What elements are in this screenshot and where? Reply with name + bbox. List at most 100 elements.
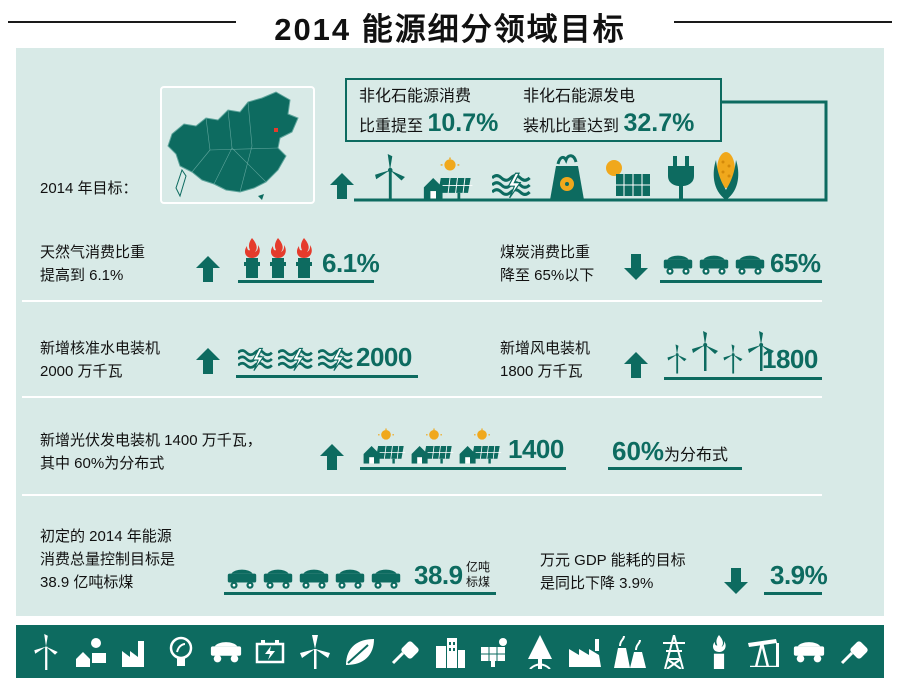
dist-suffix: 为分布式 — [664, 447, 729, 464]
hydro-wave-icon — [238, 346, 274, 372]
house-solar-icon — [73, 634, 109, 670]
coal-cart-icon — [262, 568, 294, 590]
box-left-prefix: 比重提至 — [359, 118, 424, 135]
solar-value: 1400 — [508, 434, 564, 464]
gas-text-2: 提高到 6.1% — [40, 267, 124, 284]
plug-icon — [668, 156, 694, 200]
gas-flame-icons — [242, 238, 314, 278]
hydro-up-arrow-icon — [196, 348, 220, 374]
coal-text-2: 降至 65%以下 — [500, 267, 595, 284]
dist-underline — [608, 467, 742, 470]
wind-underline — [664, 377, 822, 380]
solar-underline — [360, 467, 566, 470]
house-solar-icon — [410, 426, 458, 466]
total-value: 38.9 — [414, 560, 463, 590]
house-solar-icon — [458, 426, 506, 466]
gdp-underline — [764, 592, 822, 595]
bulb-icon — [163, 634, 199, 670]
dist-label: 60%为分布式 — [612, 436, 728, 467]
wind-turbine-icon — [722, 344, 744, 374]
total-text-1: 初定的 2014 年能源 — [40, 528, 172, 545]
gas-flame-icon — [242, 238, 262, 278]
leaf-icon — [342, 634, 378, 670]
coal-cart-icon — [370, 568, 402, 590]
pylon-icon — [656, 634, 692, 670]
footer-icon-strip — [16, 625, 884, 678]
battery-icon — [252, 634, 288, 670]
hydro-value: 2000 — [356, 342, 412, 372]
house-solar-icon — [422, 156, 478, 200]
coal-cart-icon — [698, 254, 730, 276]
wind-turbine-icons — [666, 328, 776, 374]
hydro-text-1: 新增核准水电装机 — [40, 340, 161, 357]
solar-text-2: 其中 60%为分布式 — [40, 455, 165, 472]
wind-turbine-icon — [666, 344, 688, 374]
total-unit-2: 标煤 — [466, 575, 491, 589]
total-unit-1: 亿吨 — [466, 560, 491, 574]
plug-icon — [836, 634, 872, 670]
pump-jack-icon — [746, 634, 782, 670]
hydro-text-2: 2000 万千瓦 — [40, 363, 123, 380]
factory-icon — [567, 634, 603, 670]
box-right-value: 32.7% — [623, 109, 695, 137]
title-line-left — [8, 21, 236, 23]
oil-drop-icon — [522, 634, 558, 670]
hydro-wave-icon — [318, 346, 354, 372]
box-right-line1: 非化石能源发电 — [523, 88, 636, 105]
wind-value: 1800 — [762, 344, 818, 374]
box-left-line2: 比重提至 10.7% — [359, 109, 499, 138]
china-map — [160, 86, 315, 204]
solar-panel-icon — [477, 634, 513, 670]
wind-turbine-icon — [372, 154, 408, 200]
factory-icon — [118, 634, 154, 670]
dist-value: 60% — [612, 436, 665, 466]
power-plant-icon — [611, 634, 647, 670]
box-left-value: 10.7% — [427, 109, 499, 137]
plug-icon — [387, 634, 423, 670]
coal-cart-icons — [662, 254, 766, 276]
hydro-underline — [236, 375, 418, 378]
coal-cart-icon — [662, 254, 694, 276]
title-bar: 2014 能源细分领域目标 — [0, 0, 900, 47]
header-bracket — [354, 100, 828, 202]
hydro-wave-icons — [238, 346, 354, 372]
coal-down-arrow-icon — [624, 254, 648, 280]
wind-turbine-icon — [28, 633, 64, 670]
page-title: 2014 能源细分领域目标 — [274, 12, 626, 47]
corn-icon — [713, 152, 739, 200]
buildings-icon — [432, 634, 468, 670]
coal-cart-icon — [226, 568, 258, 590]
solar-panel-icon — [606, 160, 650, 196]
gas-flame-icon — [268, 238, 288, 278]
wind-turbine-icon — [690, 328, 720, 374]
nuclear-plant-icon — [550, 154, 584, 200]
gas-underline — [238, 280, 374, 283]
header-icon-row — [372, 150, 742, 200]
solar-icons — [362, 426, 506, 466]
coal-cart-icon — [208, 634, 244, 670]
gas-value: 6.1% — [322, 248, 380, 278]
title-line-right — [674, 21, 892, 23]
coal-underline — [660, 280, 822, 283]
gas-text-1: 天然气消费比重 — [40, 244, 146, 261]
solar-text-1: 新增光伏发电装机 1400 万千瓦， — [40, 432, 262, 449]
target-label: 2014 年目标： — [40, 180, 138, 197]
gas-flame-icon — [294, 238, 314, 278]
gas-up-arrow-icon — [196, 256, 220, 282]
total-text-2: 消费总量控制目标是 — [40, 551, 176, 568]
wind-text-2: 1800 万千瓦 — [500, 363, 583, 380]
coal-cart-icon — [298, 568, 330, 590]
gdp-text-1: 万元 GDP 能耗的目标 — [540, 552, 686, 569]
solar-up-arrow-icon — [320, 444, 344, 470]
coal-cart-icon — [334, 568, 366, 590]
hydro-wave-icon — [278, 346, 314, 372]
nonfossil-box: 非化石能源消费 比重提至 10.7% 非化石能源发电 装机比重达到 32.7% — [345, 78, 722, 142]
divider-2 — [22, 396, 822, 398]
box-right-line2: 装机比重达到 32.7% — [523, 109, 695, 138]
divider-1 — [22, 300, 822, 302]
windmill-icon — [297, 634, 333, 670]
gdp-value: 3.9% — [770, 560, 828, 590]
coal-text-1: 煤炭消费比重 — [500, 244, 591, 261]
gas-flame-icon — [701, 634, 737, 670]
gdp-text-2: 是同比下降 3.9% — [540, 575, 654, 592]
